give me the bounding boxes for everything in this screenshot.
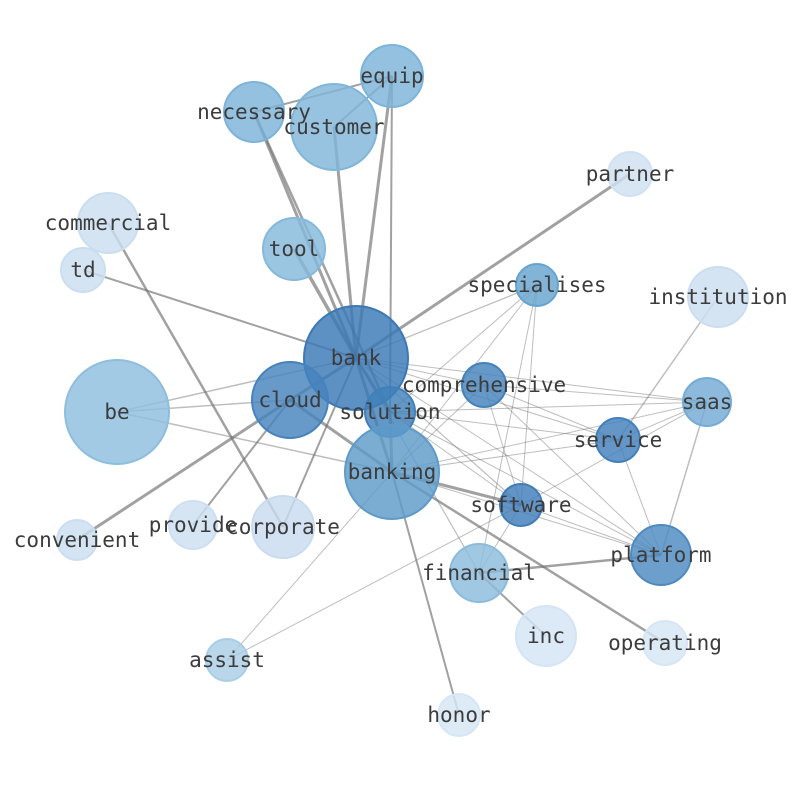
node-label-tool: tool [269,237,320,261]
node-honor [437,693,481,737]
edge-banking-saas [391,401,708,473]
node-operating [642,620,688,666]
nodes-layer [56,44,749,737]
node-label-service: service [574,428,663,452]
node-label-platform: platform [610,543,711,567]
node-financial [449,543,509,603]
node-provide [168,500,218,550]
edge-solution-service [389,411,619,441]
node-label-financial: financial [422,561,536,585]
node-customer [290,83,378,171]
edge-solution-saas [389,401,708,413]
node-label-customer: customer [283,115,384,139]
edge-software-specialises [520,284,538,506]
node-label-provide: provide [149,513,238,537]
node-label-specialises: specialises [467,273,606,297]
node-label-software: software [470,493,571,517]
node-comprehensive [461,362,507,408]
edge-financial-specialises [478,284,538,574]
node-assist [205,638,249,682]
node-tool [262,217,326,281]
edge-solution-software [389,411,522,506]
node-software [499,483,543,527]
node-label-commercial: commercial [45,211,171,235]
node-cloud [251,361,329,439]
node-label-saas: saas [682,390,733,414]
edge-comprehensive-service [483,384,619,441]
edge-convenient-cloud [76,398,291,542]
edge-comprehensive-saas [483,384,708,403]
node-label-td: td [70,258,95,282]
node-service [595,417,641,463]
node-label-institution: institution [648,285,787,309]
node-convenient [56,519,98,561]
edge-bank-platform [355,357,662,556]
node-label-partner: partner [586,162,675,186]
node-institution [687,266,749,328]
edge-banking-operating [391,470,666,645]
node-saas [682,377,732,427]
edge-solution-specialises [389,284,538,413]
node-label-honor: honor [427,703,490,727]
node-specialises [515,263,559,307]
node-corporate [251,495,315,559]
node-label-banking: banking [348,460,437,484]
node-label-bank: bank [331,346,382,370]
edge-partner-bank [355,172,631,360]
edge-bank-saas [355,357,708,403]
node-partner [607,151,653,197]
node-necessary [223,81,285,143]
edge-commercial-corporate [106,222,285,528]
node-label-equip: equip [360,64,423,88]
node-inc [515,605,577,667]
node-label-cloud: cloud [258,388,321,412]
edge-comprehensive-platform [483,384,662,556]
node-label-be: be [104,400,129,424]
node-label-comprehensive: comprehensive [402,373,566,397]
node-label-assist: assist [189,648,265,672]
node-label-operating: operating [608,631,722,655]
node-be [64,359,170,465]
node-label-necessary: necessary [197,100,311,124]
edge-software-assist [226,504,522,661]
node-bank [303,305,409,411]
node-label-inc: inc [527,624,565,648]
node-platform [630,524,692,586]
node-label-solution: solution [339,400,440,424]
node-commercial [77,192,139,254]
node-equip [360,44,424,108]
node-banking [344,424,440,520]
node-label-convenient: convenient [14,528,140,552]
node-td [60,247,106,293]
node-label-corporate: corporate [226,515,340,539]
